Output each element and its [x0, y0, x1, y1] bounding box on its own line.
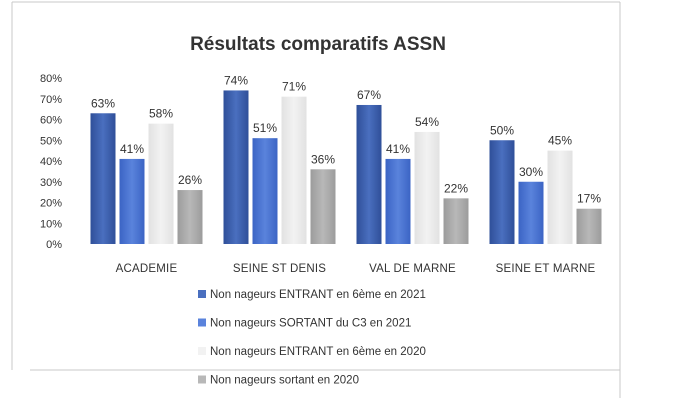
legend: Non nageurs ENTRANT en 6ème en 2021 Non n… — [198, 289, 426, 387]
bar — [356, 104, 382, 244]
legend-swatch — [198, 290, 206, 298]
bar — [148, 123, 174, 244]
legend-swatch — [198, 318, 206, 327]
bar — [90, 113, 116, 245]
y-tick-label: 20% — [40, 198, 62, 210]
data-label: 54% — [415, 115, 439, 129]
legend-label: Non nageurs ENTRANT en 6ème en 2020 — [210, 346, 426, 358]
legend-swatch — [198, 375, 206, 384]
data-label: 71% — [282, 80, 306, 94]
data-label: 45% — [548, 134, 572, 148]
chart-title: Résultats comparatifs ASSN — [190, 34, 446, 55]
y-tick-label: 40% — [40, 156, 62, 168]
y-tick-label: 70% — [40, 94, 62, 106]
bar — [177, 190, 203, 244]
bar — [547, 150, 573, 244]
bar — [414, 131, 440, 244]
x-tick-label: SEINE ET MARNE — [496, 263, 596, 275]
bar — [576, 208, 602, 244]
data-label: 41% — [386, 142, 410, 156]
data-label: 26% — [178, 173, 202, 187]
x-tick-label: VAL DE MARNE — [369, 263, 456, 275]
legend-label: Non nageurs ENTRANT en 6ème en 2021 — [210, 289, 426, 301]
bar — [489, 140, 515, 244]
data-label: 50% — [490, 123, 514, 137]
data-label: 51% — [253, 121, 277, 135]
bar — [223, 90, 249, 244]
y-tick-label: 80% — [40, 73, 62, 85]
legend-label: Non nageurs sortant en 2020 — [210, 375, 359, 387]
data-label: 74% — [224, 73, 248, 87]
bar — [119, 158, 145, 244]
y-axis: 0% 10% 20% 30% 40% 50% 60% 70% 80% — [40, 73, 62, 251]
x-axis: ACADEMIE SEINE ST DENIS VAL DE MARNE SEINE … — [116, 263, 596, 275]
data-label: 41% — [120, 142, 144, 156]
data-label: 22% — [444, 181, 468, 195]
bar — [310, 169, 336, 244]
y-tick-label: 0% — [46, 239, 62, 251]
y-tick-label: 10% — [40, 218, 62, 230]
bar — [443, 198, 469, 244]
data-label: 30% — [519, 165, 543, 179]
data-label: 63% — [91, 96, 115, 110]
bars-group — [90, 90, 602, 245]
bar — [518, 181, 544, 244]
x-tick-label: SEINE ST DENIS — [233, 263, 326, 275]
data-label: 36% — [311, 152, 335, 166]
x-tick-label: ACADEMIE — [116, 263, 178, 275]
bar — [281, 96, 307, 244]
y-tick-label: 60% — [40, 115, 62, 127]
data-labels-group: 63% 41% 58% 26% 74% 51% 71% 36% 67% 41% 54% 22% 50% 3… — [91, 73, 601, 205]
bar — [252, 138, 278, 244]
legend-label: Non nageurs SORTANT du C3 en 2021 — [210, 318, 411, 330]
y-tick-label: 30% — [40, 177, 62, 189]
legend-swatch — [198, 347, 206, 355]
y-tick-label: 50% — [40, 135, 62, 147]
data-label: 67% — [357, 88, 381, 102]
data-label: 17% — [577, 192, 601, 206]
data-label: 58% — [149, 107, 173, 121]
bar — [385, 158, 411, 244]
